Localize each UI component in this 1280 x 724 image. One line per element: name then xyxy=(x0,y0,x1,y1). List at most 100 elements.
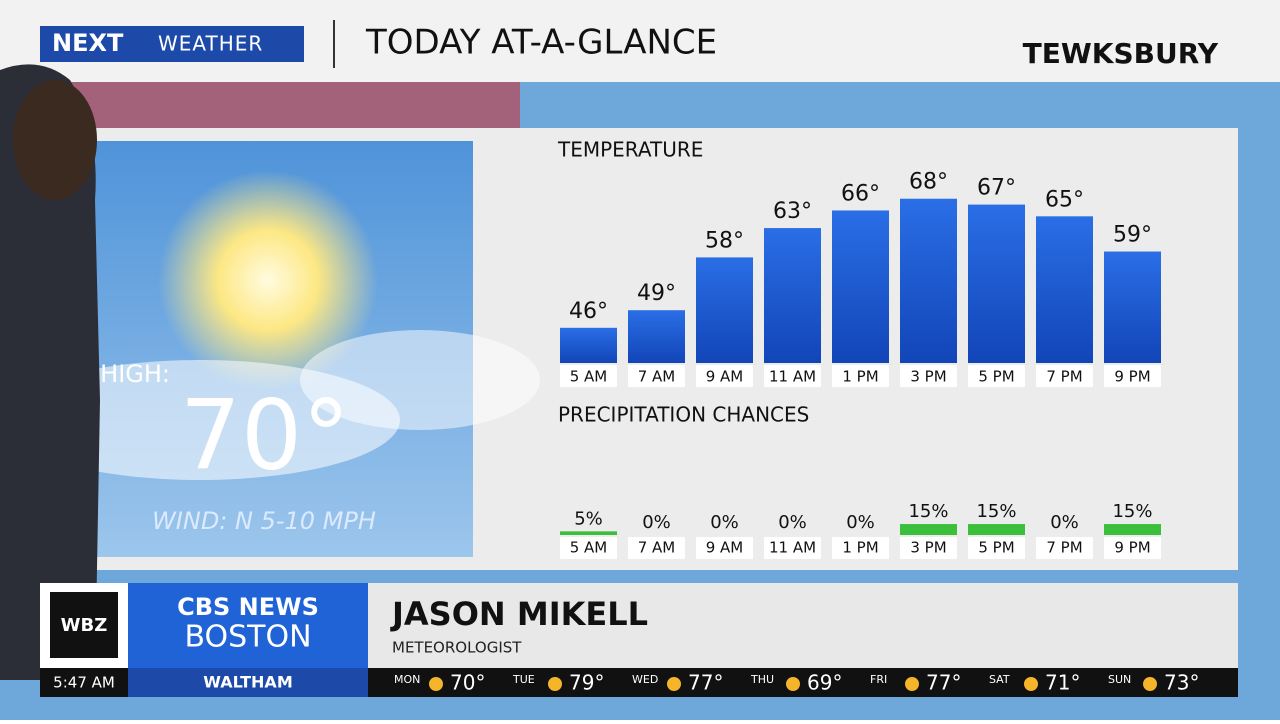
presenter-head xyxy=(13,80,97,200)
category-label: 11 AM xyxy=(769,539,816,557)
time: 5:47 AM xyxy=(53,674,115,692)
logo xyxy=(40,26,304,62)
forecast-icon xyxy=(786,677,800,691)
value-label: 68° xyxy=(909,170,948,195)
bar xyxy=(560,531,617,535)
bar xyxy=(764,228,821,363)
bar xyxy=(832,210,889,363)
category-box xyxy=(1104,537,1161,559)
forecast-icon xyxy=(667,677,681,691)
bar xyxy=(560,327,617,363)
name: JASON MIKELL xyxy=(390,595,648,633)
forecast-icon xyxy=(429,677,443,691)
category-label: 9 PM xyxy=(1114,539,1150,557)
high-label: HIGH: xyxy=(100,360,170,388)
forecast-temp: 77° xyxy=(688,671,723,695)
category-label: 5 PM xyxy=(978,539,1014,557)
high-temp: 70° xyxy=(180,379,350,491)
category-label: 9 PM xyxy=(1114,368,1150,386)
bar xyxy=(1036,216,1093,363)
category-label: 7 AM xyxy=(638,368,676,386)
station: WBZ xyxy=(61,615,108,636)
value-label: 0% xyxy=(778,512,807,533)
forecast-day: SUN xyxy=(1108,673,1131,686)
value-label: 63° xyxy=(773,199,812,224)
network: CBS NEWS xyxy=(177,593,319,621)
forecast-temp: 69° xyxy=(807,671,842,695)
cloud xyxy=(0,360,400,480)
forecast-day: SAT xyxy=(989,673,1010,686)
category-label: 3 PM xyxy=(910,368,946,386)
category-box xyxy=(560,537,617,559)
role: METEOROLOGIST xyxy=(392,639,522,657)
category-box xyxy=(764,537,821,559)
forecast-day: THU xyxy=(750,673,774,686)
value-label: 0% xyxy=(846,512,875,533)
forecast-temp: 79° xyxy=(569,671,604,695)
city: BOSTON xyxy=(184,620,311,655)
category-label: 7 PM xyxy=(1046,368,1082,386)
category-label: 5 AM xyxy=(570,539,608,557)
wind: WIND: N 5-10 MPH xyxy=(152,507,376,535)
forecast-icon xyxy=(905,677,919,691)
category-box xyxy=(832,537,889,559)
bar xyxy=(968,524,1025,535)
forecast-icon xyxy=(1024,677,1038,691)
category-box xyxy=(628,365,685,387)
presenter xyxy=(0,64,100,680)
category-box xyxy=(832,365,889,387)
value-label: 65° xyxy=(1045,187,1084,212)
value-label: 46° xyxy=(569,299,608,324)
category-box xyxy=(900,365,957,387)
forecast-icon xyxy=(548,677,562,691)
chart-title: TEMPERATURE xyxy=(557,138,703,162)
category-label: 5 AM xyxy=(570,368,608,386)
logo-weather: WEATHER xyxy=(158,32,263,56)
category-box xyxy=(764,365,821,387)
bar xyxy=(900,524,957,535)
category-label: 3 PM xyxy=(910,539,946,557)
value-label: 0% xyxy=(1050,512,1079,533)
value-label: 15% xyxy=(908,501,948,522)
value-label: 0% xyxy=(710,512,739,533)
forecast-temp: 70° xyxy=(450,671,485,695)
bar xyxy=(628,310,685,363)
sun xyxy=(158,170,378,390)
forecast-icon xyxy=(1143,677,1157,691)
bar xyxy=(1104,251,1161,363)
place: WALTHAM xyxy=(203,673,292,692)
category-box xyxy=(968,537,1025,559)
network-box xyxy=(128,583,368,668)
forecast-day: FRI xyxy=(870,673,887,686)
forecast-day: WED xyxy=(632,673,658,686)
value-label: 67° xyxy=(977,176,1016,201)
bar xyxy=(696,257,753,363)
bar xyxy=(968,204,1025,363)
value-label: 66° xyxy=(841,181,880,206)
category-box xyxy=(1036,365,1093,387)
category-label: 5 PM xyxy=(978,368,1014,386)
category-box xyxy=(900,537,957,559)
location: TEWKSBURY xyxy=(1023,37,1219,70)
forecast-temp: 73° xyxy=(1164,671,1199,695)
title: TODAY AT-A-GLANCE xyxy=(365,23,717,63)
category-box xyxy=(1104,365,1161,387)
category-box xyxy=(1036,537,1093,559)
forecast-temp: 77° xyxy=(926,671,961,695)
forecast-day: TUE xyxy=(512,673,535,686)
category-box xyxy=(560,365,617,387)
bar xyxy=(1104,524,1161,535)
place-box xyxy=(128,668,368,697)
forecast-temp: 71° xyxy=(1045,671,1080,695)
category-label: 11 AM xyxy=(769,368,816,386)
category-label: 7 PM xyxy=(1046,539,1082,557)
category-box xyxy=(696,365,753,387)
forecast: MON 70° TUE 79° WED 77° THU 69° FRI 77° SAT 71° SUN 7… xyxy=(394,671,1199,695)
forecast-day: MON xyxy=(394,673,420,686)
category-label: 7 AM xyxy=(638,539,676,557)
category-label: 9 AM xyxy=(706,539,744,557)
category-box xyxy=(696,537,753,559)
logo-next: NEXT xyxy=(52,29,124,57)
chart-title: PRECIPITATION CHANCES xyxy=(558,403,809,427)
